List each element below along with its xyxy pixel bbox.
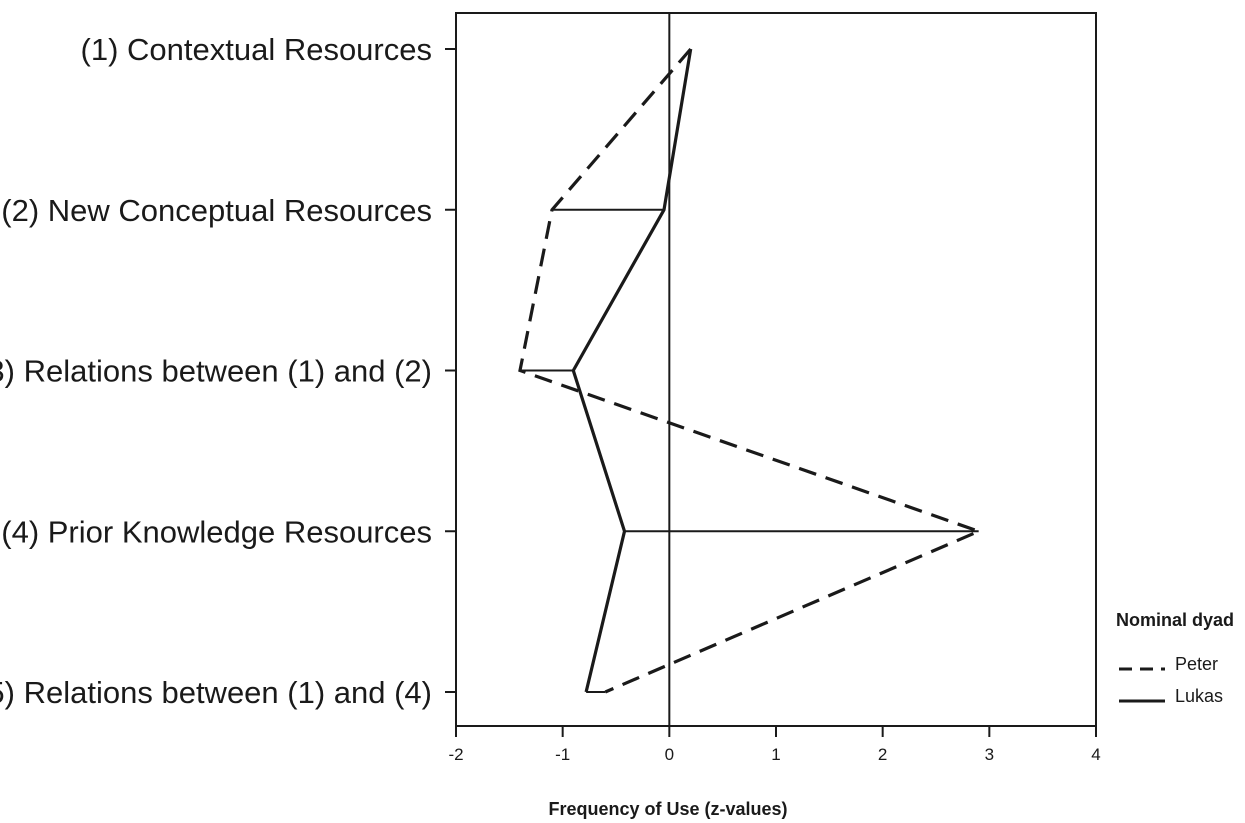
- x-tick-label: 4: [1091, 745, 1100, 764]
- x-tick-label: -2: [448, 745, 463, 764]
- category-label: (3) Relations between (1) and (2): [0, 354, 432, 389]
- category-label: (2) New Conceptual Resources: [1, 193, 432, 228]
- legend-label-peter: Peter: [1175, 654, 1218, 674]
- x-tick-label: 1: [771, 745, 780, 764]
- legend: Nominal dyad Peter Lukas: [1116, 610, 1234, 706]
- x-axis: -2 -1 0 1 2 3 4: [448, 726, 1101, 764]
- category-label: (5) Relations between (1) and (4): [0, 675, 432, 710]
- category-label: (4) Prior Knowledge Resources: [1, 514, 432, 549]
- series-line-peter: [518, 47, 984, 694]
- x-axis-title: Frequency of Use (z-values): [548, 799, 787, 819]
- legend-label-lukas: Lukas: [1175, 686, 1223, 706]
- x-tick-label: 3: [985, 745, 994, 764]
- plot-area: [455, 12, 1097, 727]
- legend-title: Nominal dyad: [1116, 610, 1234, 630]
- x-tick-label: -1: [555, 745, 570, 764]
- y-axis: (1) Contextual Resources (2) New Conceptu…: [0, 32, 456, 710]
- x-tick-label: 2: [878, 745, 887, 764]
- category-label: (1) Contextual Resources: [81, 32, 433, 67]
- series-line-lukas: [571, 48, 693, 693]
- x-tick-label: 0: [665, 745, 674, 764]
